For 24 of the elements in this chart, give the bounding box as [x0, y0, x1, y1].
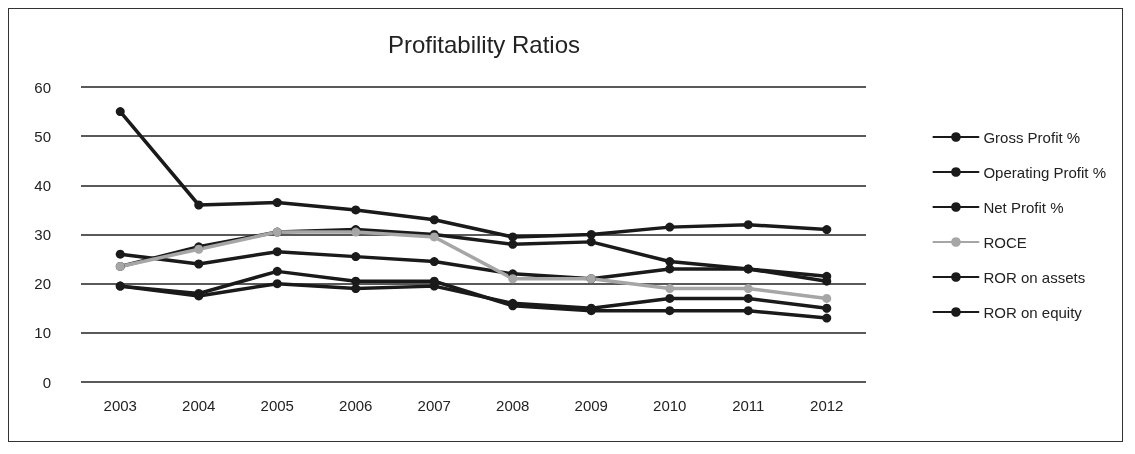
y-tick-label: 60 [34, 78, 51, 96]
legend-label: ROR on assets [983, 268, 1086, 286]
x-tick-label: 2010 [653, 397, 687, 414]
legend-label: Net Profit % [983, 198, 1064, 216]
legend-label: Gross Profit % [983, 128, 1081, 146]
legend-label: ROR on equity [983, 303, 1083, 321]
y-tick-label: 10 [34, 324, 51, 342]
legend-label: ROCE [983, 233, 1027, 251]
y-tick-label: 30 [34, 226, 51, 243]
x-tick-label: 2005 [260, 397, 294, 414]
y-tick-label: 20 [34, 275, 51, 293]
chart-title: Profitability Ratios [387, 30, 581, 58]
x-tick-label: 2006 [339, 397, 373, 414]
x-tick-label: 2007 [417, 397, 451, 414]
x-tick-label: 2011 [732, 397, 765, 414]
x-tick-label: 2012 [810, 397, 844, 414]
legend-label: Operating Profit % [983, 163, 1107, 181]
y-tick-label: 40 [34, 176, 51, 194]
x-tick-label: 2003 [103, 397, 137, 414]
x-tick-label: 2009 [574, 397, 608, 414]
y-tick-label: 0 [42, 373, 51, 391]
y-tick-label: 50 [34, 127, 51, 145]
x-tick-label: 2008 [496, 397, 530, 414]
x-tick-label: 2004 [182, 397, 216, 414]
